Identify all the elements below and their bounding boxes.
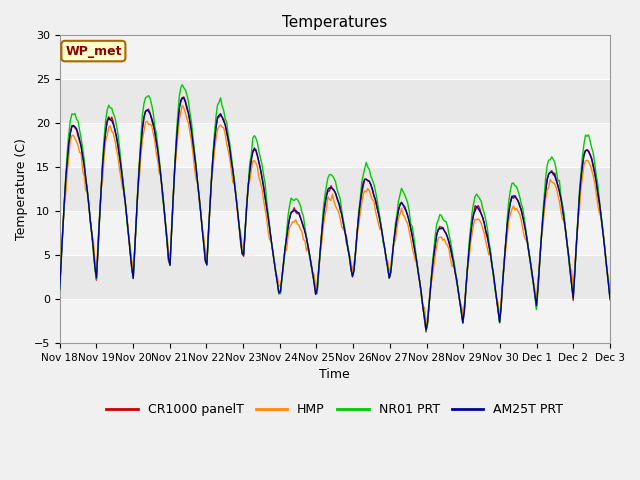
AM25T PRT (579, 162, 586, 168)
CR1000 panelT (56, 288, 63, 294)
CR1000 panelT (422, 329, 430, 335)
Bar (60, 211, 610, 255)
Bar (60, 36, 610, 79)
CR1000 panelT (240, 253, 248, 259)
AM25T PRT (179, 95, 186, 101)
Bar (60, 299, 610, 343)
HMP (124, 216, 131, 222)
NR01 PRT (179, 82, 186, 88)
Line: CR1000 panelT: CR1000 panelT (60, 97, 610, 332)
HMP (298, 228, 306, 234)
NR01 PRT (249, 135, 257, 141)
HMP (179, 102, 186, 108)
CR1000 panelT (221, 122, 229, 128)
HMP (606, 288, 614, 294)
AM25T PRT (124, 218, 131, 224)
AM25T PRT (298, 219, 306, 225)
AM25T PRT (56, 286, 63, 292)
CR1000 panelT (579, 164, 586, 169)
AM25T PRT (221, 122, 229, 128)
HMP (249, 158, 257, 164)
NR01 PRT (422, 328, 430, 334)
HMP (579, 175, 586, 180)
X-axis label: Time: Time (319, 368, 350, 381)
AM25T PRT (606, 296, 614, 301)
CR1000 panelT (124, 216, 131, 222)
Title: Temperatures: Temperatures (282, 15, 387, 30)
CR1000 panelT (606, 295, 614, 300)
Line: AM25T PRT: AM25T PRT (60, 98, 610, 330)
Line: HMP: HMP (60, 105, 610, 325)
HMP (240, 245, 248, 251)
AM25T PRT (240, 252, 248, 258)
AM25T PRT (249, 149, 257, 155)
Legend: CR1000 panelT, HMP, NR01 PRT, AM25T PRT: CR1000 panelT, HMP, NR01 PRT, AM25T PRT (101, 398, 568, 421)
NR01 PRT (56, 286, 63, 292)
NR01 PRT (579, 154, 586, 159)
CR1000 panelT (249, 148, 257, 154)
Text: WP_met: WP_met (65, 45, 122, 58)
NR01 PRT (606, 297, 614, 303)
Line: NR01 PRT: NR01 PRT (60, 85, 610, 331)
AM25T PRT (422, 327, 430, 333)
HMP (422, 323, 430, 328)
Y-axis label: Temperature (C): Temperature (C) (15, 138, 28, 240)
HMP (221, 132, 229, 137)
Bar (60, 123, 610, 167)
NR01 PRT (124, 221, 131, 227)
NR01 PRT (298, 209, 306, 215)
HMP (56, 281, 63, 287)
CR1000 panelT (298, 219, 306, 225)
CR1000 panelT (180, 94, 188, 100)
NR01 PRT (221, 116, 229, 122)
NR01 PRT (240, 251, 248, 257)
